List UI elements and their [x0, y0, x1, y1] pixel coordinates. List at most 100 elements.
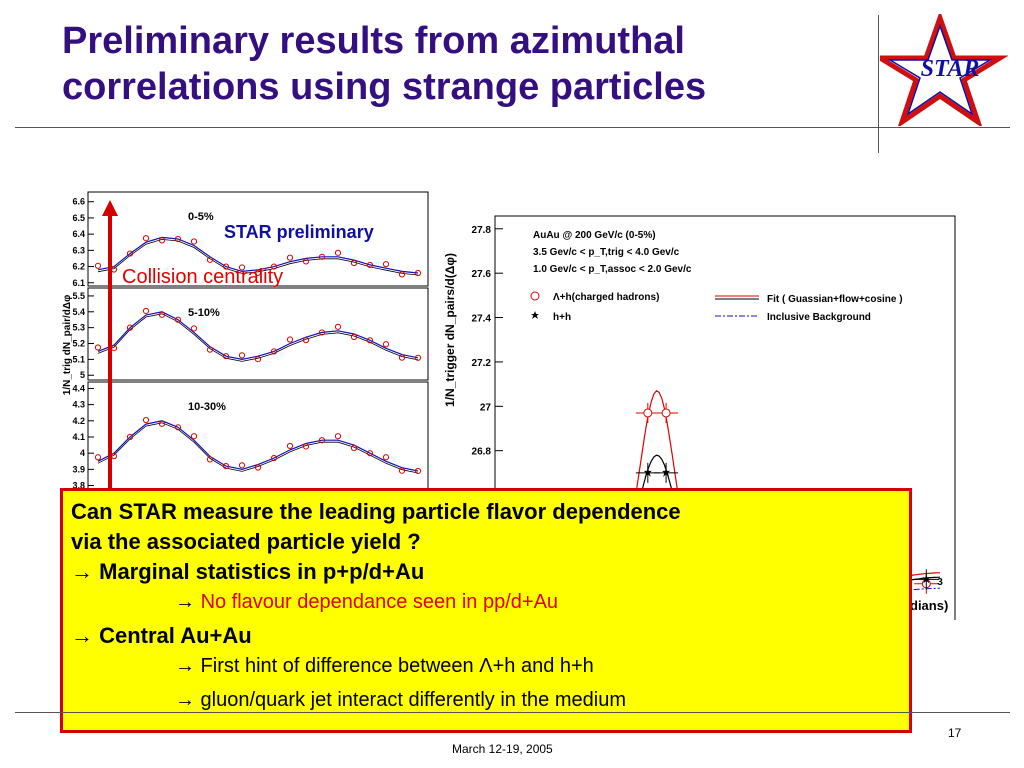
- data-point: [270, 348, 278, 355]
- box-line-3: → Marginal statistics in p+p/d+Au: [71, 559, 425, 584]
- legend-label: Λ+h(charged hadrons): [553, 292, 659, 303]
- data-point: [286, 336, 294, 343]
- data-point: [382, 341, 390, 348]
- data-point: [286, 442, 294, 450]
- title-line-2: correlations using strange particles: [62, 66, 707, 108]
- data-point: [126, 250, 134, 257]
- hh-point: [662, 467, 671, 477]
- data-point: [254, 464, 262, 471]
- data-point: [382, 454, 390, 461]
- data-point: [254, 269, 262, 276]
- data-point: [158, 237, 166, 244]
- star-preliminary-label: STAR preliminary: [224, 222, 374, 242]
- ytick-label: 4.2: [72, 416, 85, 426]
- page-number: 17: [948, 726, 962, 740]
- data-point: [158, 311, 166, 318]
- box-line-7: → gluon/quark jet interact differently i…: [175, 689, 626, 711]
- footer-divider: [15, 712, 1010, 713]
- data-point: [398, 467, 406, 474]
- box-line-2: via the associated particle yield ?: [71, 529, 421, 554]
- data-point: [286, 254, 294, 261]
- ytick-label: 4.1: [72, 432, 85, 442]
- header-divider: [15, 127, 1010, 128]
- data-point: [350, 333, 358, 341]
- box-line-1: Can STAR measure the leading particle fl…: [71, 499, 681, 524]
- box-line-4: → No flavour dependance seen in pp/d+Au: [175, 591, 558, 614]
- data-point: [414, 269, 422, 277]
- data-point: [238, 264, 246, 271]
- data-point: [414, 467, 422, 475]
- left-ylabel: 1/N_trig dN_pair/dΔφ: [62, 295, 73, 395]
- data-point: [318, 253, 326, 260]
- footer-date: March 12-19, 2005: [452, 742, 553, 756]
- ytick-label: 5.5: [72, 291, 85, 301]
- plot-header-line: AuAu @ 200 GeV/c (0-5%): [533, 230, 656, 241]
- xtick-label: 3: [937, 577, 943, 588]
- data-point: [302, 337, 310, 344]
- ytick-label: 5.4: [72, 307, 85, 317]
- data-point: [318, 437, 326, 444]
- ytick-label: 6.1: [72, 278, 85, 288]
- right-xlabel-fragment: dians): [910, 598, 949, 613]
- ytick-label: 6.5: [72, 213, 85, 223]
- header-vertical-divider: [878, 15, 879, 153]
- data-point: [334, 433, 342, 440]
- data-point: [158, 420, 166, 427]
- data-point: [190, 433, 198, 440]
- data-point: [174, 316, 182, 323]
- data-point: [94, 344, 102, 351]
- data-point: [206, 456, 214, 463]
- fit-curve-black: [97, 313, 419, 362]
- data-point: [350, 259, 358, 267]
- data-point: [334, 249, 342, 256]
- data-point: [190, 238, 198, 245]
- ytick-label: 26.8: [472, 447, 492, 458]
- ytick-label: 3.9: [72, 464, 85, 474]
- logo-text: STAR: [921, 56, 980, 82]
- legend-label: Fit ( Guassian+flow+cosine ): [767, 294, 903, 305]
- ytick-label: 27.4: [472, 314, 492, 325]
- data-point: [254, 356, 262, 363]
- data-point: [398, 271, 406, 278]
- title-line-1: Preliminary results from azimuthal: [62, 20, 685, 62]
- data-point: [126, 324, 134, 331]
- ytick-label: 5.3: [72, 323, 85, 333]
- panel-label: 10-30%: [188, 401, 226, 413]
- panel-label: 5-10%: [188, 307, 220, 319]
- ytick-label: 6.2: [72, 262, 85, 272]
- hh-point: [922, 574, 931, 584]
- data-point: [190, 325, 198, 332]
- data-point: [142, 235, 150, 242]
- data-point: [174, 235, 182, 243]
- legend-label: Inclusive Background: [767, 312, 871, 323]
- plot-header-line: 3.5 Gev/c < p_T,trig < 4.0 Gev/c: [533, 247, 680, 258]
- data-point: [238, 352, 246, 359]
- centrality-arrow: [102, 200, 118, 498]
- data-point: [302, 258, 310, 265]
- ytick-label: 27.6: [472, 269, 492, 280]
- data-point: [94, 262, 102, 269]
- fit-curve-black: [97, 238, 419, 276]
- data-point: [222, 263, 230, 270]
- star-logo: STAR: [880, 14, 1008, 126]
- ytick-label: 5: [80, 370, 85, 380]
- ytick-label: 6.6: [72, 197, 85, 207]
- legend-marker-star: [531, 311, 539, 319]
- legend-marker-circle: [530, 291, 540, 301]
- slide-title: Preliminary results from azimuthal corre…: [62, 18, 862, 110]
- lambda-point: [643, 408, 653, 418]
- data-point: [398, 354, 406, 361]
- data-point: [270, 454, 278, 462]
- ytick-label: 27: [480, 402, 492, 413]
- lambda-point: [661, 408, 671, 418]
- data-point: [142, 307, 150, 315]
- box-line-5: → Central Au+Au: [71, 623, 252, 648]
- data-point: [126, 433, 134, 441]
- hh-point: [643, 467, 652, 477]
- ytick-label: 27.2: [472, 358, 492, 369]
- box-line-6: → First hint of difference between Λ+h a…: [175, 655, 594, 677]
- ytick-label: 4.4: [72, 383, 85, 393]
- data-point: [94, 454, 102, 461]
- data-point: [142, 416, 150, 424]
- box-line-4-arrow: →: [175, 591, 201, 613]
